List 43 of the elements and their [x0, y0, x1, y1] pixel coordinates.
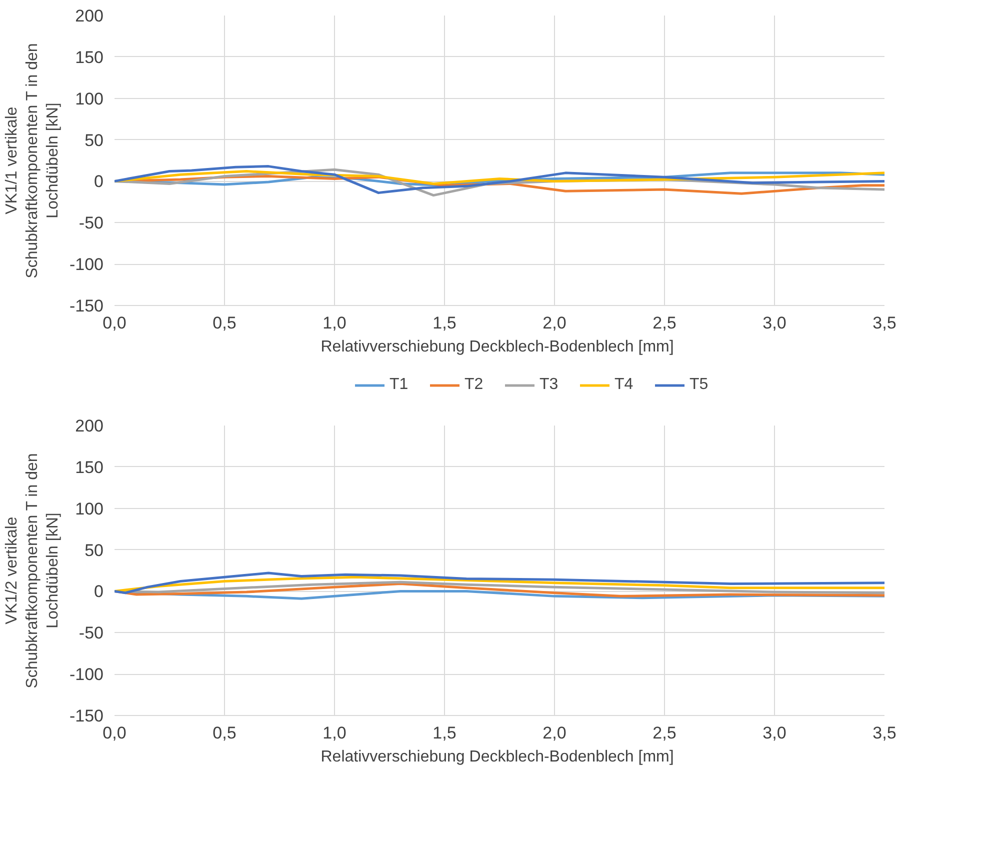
- line-series: [114, 576, 884, 592]
- x-tick-label: 1,5: [432, 314, 456, 332]
- y-tick-label: 50: [84, 130, 104, 150]
- y-tick-label: 150: [75, 458, 104, 477]
- y-tick-label: 50: [84, 540, 104, 560]
- x-tick-label: 0,0: [102, 314, 126, 332]
- x-tick-label: 2,5: [652, 724, 676, 742]
- x-tick-label: 2,5: [652, 314, 676, 332]
- x-tick-label: 3,5: [872, 724, 896, 742]
- y-tick-label: -100: [69, 255, 104, 274]
- x-tick-label: 0,5: [212, 314, 236, 332]
- x-tick-label: 0,5: [212, 724, 236, 742]
- y-tick-label: 100: [75, 499, 104, 518]
- legend-label: T2: [464, 376, 484, 394]
- y-tick-label: -150: [69, 706, 104, 726]
- x-tick-label: 1,0: [322, 314, 346, 332]
- x-tick-label: 2,0: [542, 724, 566, 742]
- y-tick-label: 100: [75, 89, 104, 108]
- legend-label: T4: [614, 376, 634, 394]
- y-tick-label: -50: [78, 214, 104, 233]
- x-tick-label: 2,0: [542, 314, 566, 332]
- x-axis-title: Relativverschiebung Deckblech-Bodenblech [mm]: [320, 338, 674, 356]
- y-tick-label: -50: [78, 624, 104, 643]
- legend-label: T1: [390, 376, 410, 394]
- x-axis-title: Relativverschiebung Deckblech-Bodenblech [mm]: [320, 748, 674, 766]
- line-series: [114, 572, 884, 594]
- legend-label: T5: [690, 376, 710, 394]
- y-axis-title: VK1/2 vertikale Schubkraftkomponenten T in den Lochdübeln [kN]: [4, 453, 62, 688]
- legend-label: T3: [540, 376, 560, 394]
- x-tick-label: 3,0: [762, 724, 786, 742]
- y-tick-label: -100: [69, 665, 104, 684]
- y-tick-label: -150: [69, 296, 104, 316]
- x-tick-label: 1,5: [432, 724, 456, 742]
- x-tick-label: 0,0: [102, 724, 126, 742]
- y-tick-label: 200: [75, 6, 104, 26]
- y-axis-title: VK1/1 vertikale Schubkraftkomponenten T in den Lochdübeln [kN]: [4, 43, 62, 278]
- x-tick-label: 3,0: [762, 314, 786, 332]
- x-tick-label: 3,5: [872, 314, 896, 332]
- x-tick-label: 1,0: [322, 724, 346, 742]
- y-tick-label: 200: [75, 416, 104, 436]
- y-tick-label: 0: [94, 172, 104, 192]
- y-tick-label: 0: [94, 582, 104, 602]
- y-tick-label: 150: [75, 48, 104, 67]
